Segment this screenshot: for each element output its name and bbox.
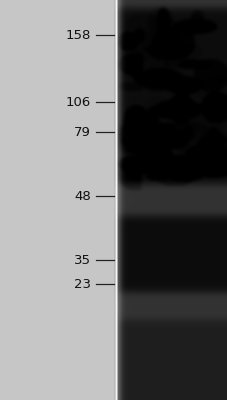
Text: 23: 23 xyxy=(74,278,91,290)
Text: 48: 48 xyxy=(74,190,91,202)
Text: 106: 106 xyxy=(66,96,91,108)
Text: 35: 35 xyxy=(74,254,91,266)
Text: 158: 158 xyxy=(66,29,91,42)
Text: 79: 79 xyxy=(74,126,91,138)
